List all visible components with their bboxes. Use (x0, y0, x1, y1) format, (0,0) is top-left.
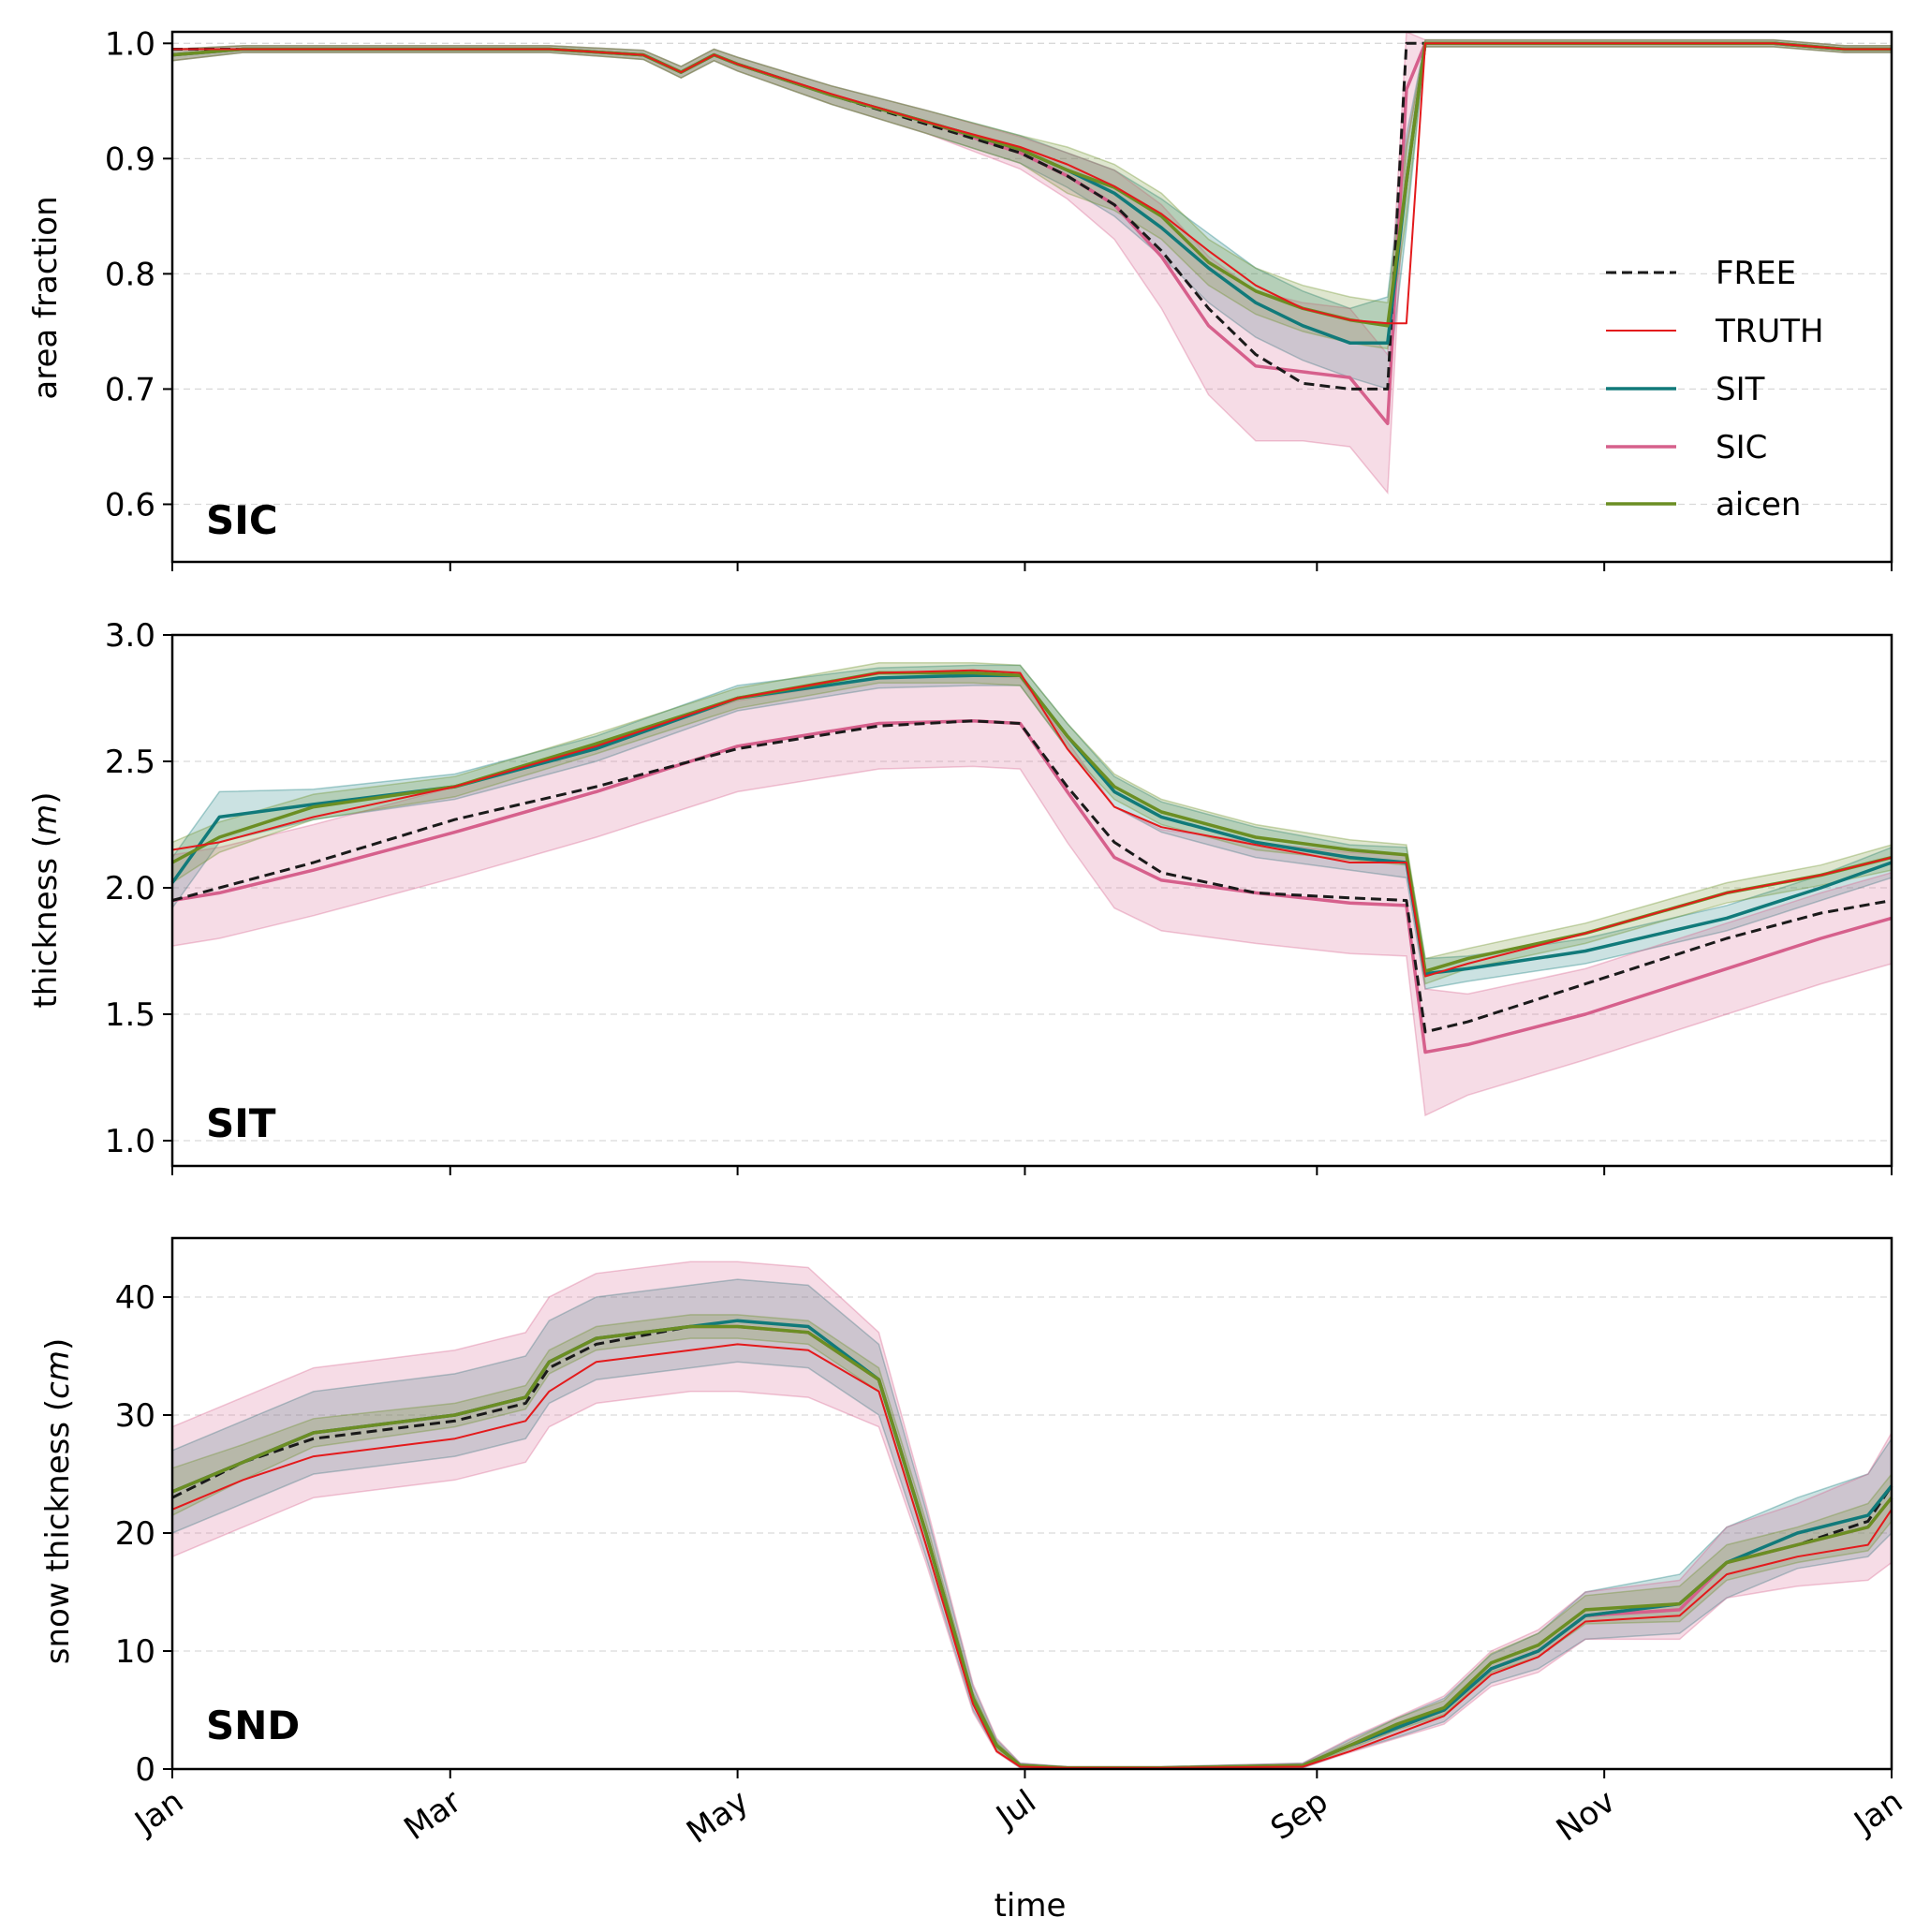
sit-line-sic (171, 719, 1893, 1054)
sic-y-tick-label: 1.0 (105, 25, 155, 63)
sic-band-sic (171, 30, 1893, 495)
sic-y-tick-label: 0.6 (105, 486, 155, 524)
sic-x-ticks (171, 562, 1893, 571)
sic-line-truth (172, 42, 1892, 325)
sit-y-axis-title-text: thickness ( (27, 835, 65, 1009)
snd-band-sic (171, 1261, 1893, 1770)
x-tick-label-6: Jan (1847, 1783, 1910, 1843)
snd-y-tick-label: 20 (115, 1515, 155, 1553)
sit-lines (170, 669, 1893, 1054)
snd-panel-label: SND (206, 1703, 300, 1748)
snd-line-aicen (171, 1324, 1893, 1770)
sic-panel-label: SIC (206, 497, 278, 543)
sic-lines (171, 41, 1892, 426)
sic-band-aicen (171, 38, 1893, 350)
sit-y-axis-title-unit: m (27, 804, 65, 835)
snd-x-ticks: Jan Mar May Jul Sep Nov Jan (127, 1769, 1910, 1851)
legend-free-label: FREE (1716, 255, 1796, 292)
sit-y-tick-label: 2.5 (105, 744, 155, 781)
sic-line-aicen (171, 41, 1892, 328)
legend-sit-label: SIT (1716, 371, 1765, 408)
sit-y-tick-label: 2.0 (105, 870, 155, 907)
x-tick-label-3: Jul (988, 1783, 1042, 1836)
sit-x-ticks (171, 1166, 1893, 1175)
snd-y-axis-title-close: ) (39, 1338, 77, 1350)
snd-y-axis-title-text: snow thickness ( (39, 1399, 77, 1664)
sit-line-truth (171, 669, 1893, 978)
sic-line-sit (171, 41, 1892, 345)
sic-panel: 0.6 0.7 0.8 0.9 1.0 area fraction SIC FREE T… (27, 25, 1893, 571)
snd-line-truth (171, 1343, 1893, 1769)
snd-axes-frame (170, 1236, 1893, 1771)
x-tick-label-0: Jan (127, 1783, 191, 1843)
sit-y-axis-title: thickness (m) (27, 791, 65, 1008)
sit-axes-frame (170, 633, 1893, 1168)
sit-y-tick-label: 1.5 (105, 996, 155, 1034)
x-tick-label-5: Nov (1550, 1783, 1622, 1850)
sic-bands (171, 30, 1893, 495)
sic-line-free (172, 41, 1892, 391)
legend: FREE TRUTH SIT SIC aicen (1606, 255, 1824, 524)
sic-band-sit (171, 38, 1893, 391)
sic-y-tick-label: 0.9 (105, 140, 155, 178)
x-axis-title: time (994, 1887, 1067, 1925)
sit-panel-label: SIT (206, 1100, 276, 1146)
snd-bands (171, 1261, 1893, 1770)
sit-y-tick-label: 1.0 (105, 1123, 155, 1160)
snd-y-tick-label: 0 (135, 1751, 155, 1789)
snd-panel: 0 10 20 30 40 Jan Mar May Jul Sep Nov Jan snow thi… (39, 1236, 1910, 1851)
snd-y-axis-title: snow thickness (cm) (39, 1338, 77, 1664)
legend-aicen-label: aicen (1716, 486, 1801, 524)
sic-axes-frame (170, 30, 1893, 564)
sit-y-tick-label: 3.0 (105, 617, 155, 655)
sit-y-axis-title-close: ) (27, 791, 65, 804)
sit-line-free (171, 719, 1893, 1034)
sic-gridlines (172, 42, 1892, 506)
legend-truth-label: TRUTH (1715, 313, 1824, 350)
x-tick-label-4: Sep (1264, 1783, 1334, 1849)
snd-y-axis-title-unit: cm (39, 1350, 77, 1399)
sit-panel: 1.0 1.5 2.0 2.5 3.0 thickness (m) SIT (27, 617, 1893, 1175)
snd-y-tick-label: 30 (115, 1397, 155, 1435)
sic-y-tick-label: 0.7 (105, 371, 155, 408)
snd-y-ticks: 0 10 20 30 40 (115, 1279, 172, 1789)
x-tick-label-2: May (680, 1783, 756, 1851)
sit-bands (171, 661, 1893, 1117)
snd-y-tick-label: 40 (115, 1279, 155, 1317)
x-tick-label-1: Mar (397, 1783, 468, 1849)
sit-y-ticks: 1.0 1.5 2.0 2.5 3.0 (105, 617, 172, 1160)
sic-y-tick-label: 0.8 (105, 256, 155, 293)
snd-y-tick-label: 10 (115, 1633, 155, 1671)
sic-line-sic (171, 41, 1892, 426)
sic-y-axis-title: area fraction (27, 196, 65, 399)
snd-lines (171, 1319, 1893, 1770)
sic-y-ticks: 0.6 0.7 0.8 0.9 1.0 (105, 25, 172, 524)
legend-sic-label: SIC (1716, 429, 1767, 466)
